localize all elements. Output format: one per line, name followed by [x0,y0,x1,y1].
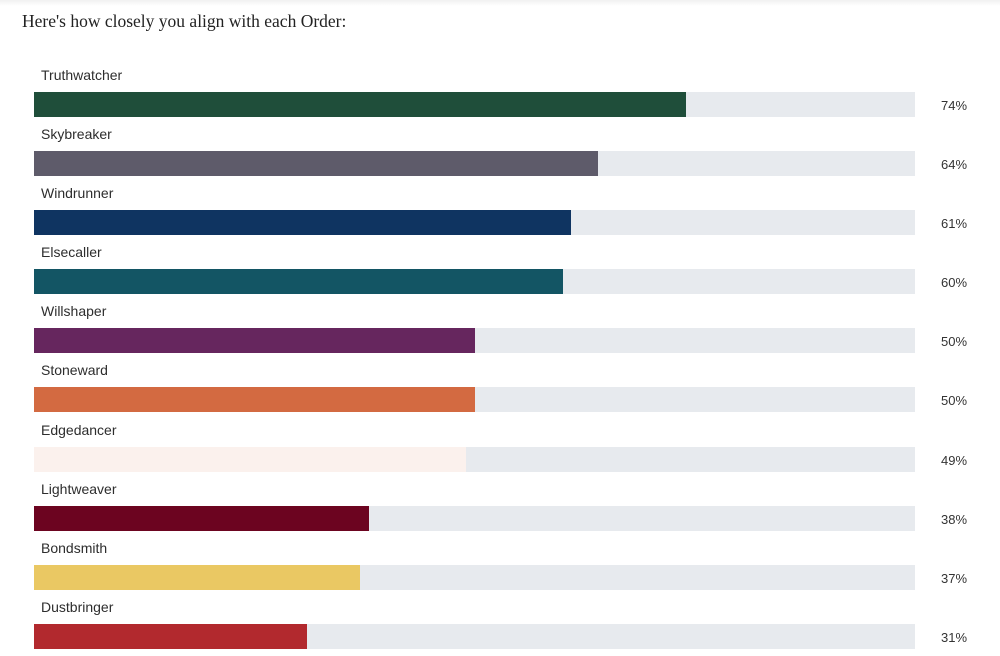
order-row: Willshaper 50% [0,299,1000,358]
bar-fill [34,269,563,295]
bar-track [34,92,915,117]
bar-track [34,151,915,177]
percent-label: 50% [941,334,968,350]
order-label: Edgedancer [41,421,117,438]
bar-fill [34,210,572,236]
bar-track [34,446,915,472]
bar-track [34,564,915,590]
bar-track [34,269,915,295]
percent-label: 74% [941,98,968,113]
bar-fill [34,151,598,177]
order-row: Edgedancer 49% [0,418,1000,477]
intro-heading: Here's how closely you align with each O… [22,11,347,31]
order-row: Windrunner 61% [0,181,1000,240]
order-row: Truthwatcher 74% [0,63,1000,122]
order-label: Elsecaller [41,244,102,261]
bar-track [34,210,915,236]
alignment-bar-chart: Truthwatcher 74% Skybreaker 64% Windrunner 61… [0,63,1000,654]
bar-track [34,623,915,649]
bar-fill [34,564,360,590]
order-label: Truthwatcher [41,67,123,83]
order-label: Windrunner [41,185,114,202]
order-row: Bondsmith 37% [0,536,1000,595]
order-row: Elsecaller 60% [0,240,1000,299]
top-divider [0,0,1000,6]
bar-fill [34,505,369,531]
bar-track [34,328,915,354]
percent-label: 60% [941,275,968,291]
bar-fill [34,328,475,354]
order-label: Stoneward [41,362,108,379]
percent-label: 61% [941,216,968,232]
order-label: Dustbringer [41,598,114,615]
bar-track [34,505,915,531]
order-row: Lightweaver 38% [0,477,1000,536]
bar-fill [34,387,475,413]
order-row: Dustbringer 31% [0,595,1000,654]
bar-fill [34,92,686,117]
percent-label: 50% [941,393,968,409]
order-row: Stoneward 50% [0,358,1000,417]
order-label: Lightweaver [41,480,117,497]
order-label: Willshaper [41,303,107,320]
bar-fill [34,623,308,649]
percent-label: 64% [941,157,968,173]
percent-label: 38% [941,511,968,527]
order-label: Skybreaker [41,126,112,143]
bar-fill [34,446,466,472]
percent-label: 31% [941,629,968,645]
order-label: Bondsmith [41,539,108,556]
order-row: Skybreaker 64% [0,122,1000,181]
percent-label: 49% [941,452,968,468]
bar-track [34,387,915,413]
percent-label: 37% [941,570,968,586]
